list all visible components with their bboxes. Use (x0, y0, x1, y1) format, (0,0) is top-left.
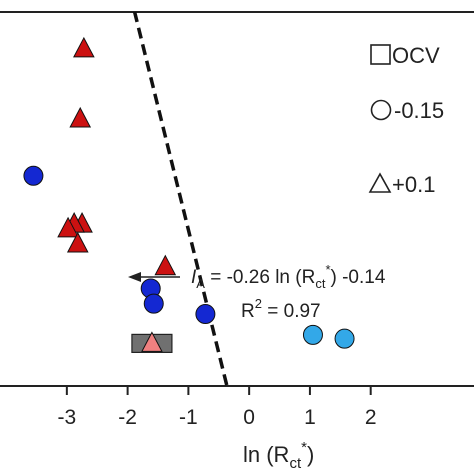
x-axis-title: ln (Rct*) (243, 439, 314, 472)
legend-label-pos: +0.1 (392, 172, 435, 197)
x-tick-label: 1 (304, 406, 316, 429)
r-squared-label: R2 = 0.97 (241, 296, 321, 322)
triangle-point (69, 106, 92, 128)
legend-label-ocv: OCV (392, 43, 440, 68)
plot-frame (0, 11, 474, 387)
x-axis-ticks: -3 -2 -1 0 1 2 (58, 386, 377, 429)
legend-circle-marker (370, 99, 392, 121)
circle-point (302, 324, 323, 345)
fit-equation: IA = -0.26 ln (Rct*) -0.14 (191, 262, 386, 291)
legend-triangle-marker (368, 172, 392, 193)
x-tick-label: -3 (58, 406, 77, 429)
fit-line-group (132, 12, 229, 386)
legend: OCV -0.15 +0.1 (368, 43, 444, 197)
circle-point (195, 304, 216, 325)
triangle-point (154, 254, 177, 276)
legend-square-marker (370, 44, 391, 65)
x-tick-label: -1 (179, 406, 198, 429)
triangle-point (57, 216, 79, 238)
data-points (23, 36, 355, 353)
x-tick-label: 2 (365, 406, 377, 429)
triangle-point (73, 36, 95, 58)
x-tick-label: -2 (118, 406, 137, 429)
legend-label-neg: -0.15 (394, 98, 444, 123)
circle-point (334, 328, 355, 349)
fit-line (132, 12, 229, 386)
annotation-arrowhead (128, 272, 141, 282)
triangle-point (141, 331, 163, 352)
circle-point (23, 165, 44, 186)
fit-annotation: IA = -0.26 ln (Rct*) -0.14 R2 = 0.97 (128, 262, 386, 322)
x-tick-label: 0 (243, 406, 255, 429)
triangle-point (66, 231, 89, 253)
circle-point (143, 293, 164, 314)
